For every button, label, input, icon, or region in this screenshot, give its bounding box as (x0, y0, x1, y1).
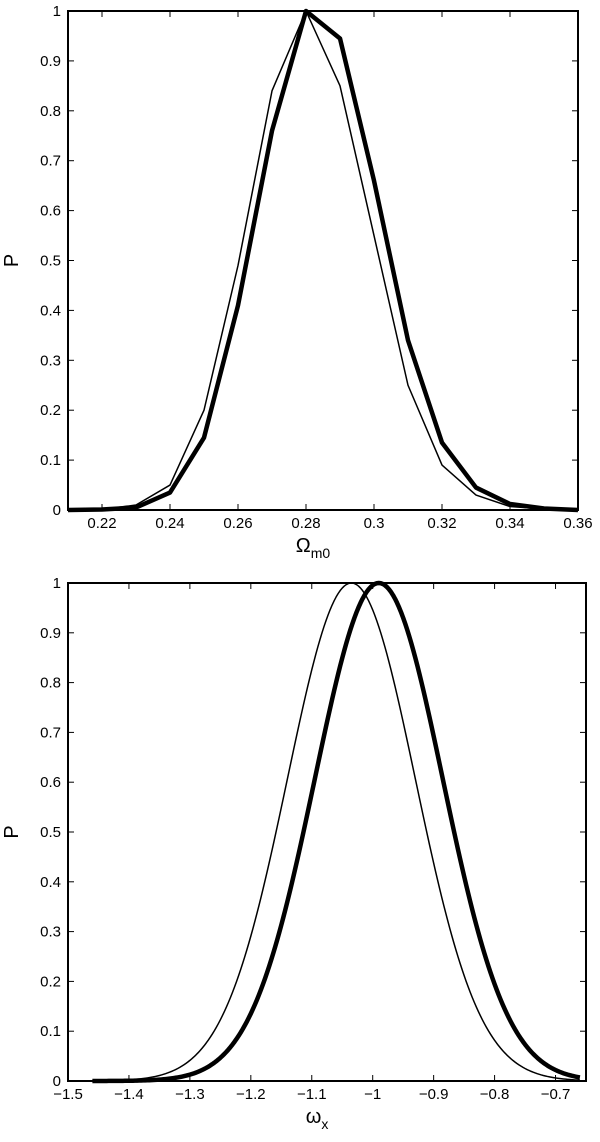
x-tick-label: 0.3 (364, 515, 385, 532)
y-tick-label: 1 (53, 3, 61, 20)
y-tick-label: 0.5 (40, 824, 61, 841)
series-line-thin (92, 582, 580, 1082)
series-line-thick (92, 580, 581, 1084)
y-tick-label: 1 (53, 575, 61, 592)
y-tick-label: 0.2 (40, 973, 61, 990)
y-tick-label: 0.8 (40, 675, 61, 692)
x-tick-label: −1 (364, 1086, 381, 1103)
x-axis-label-main: ω (306, 1106, 322, 1128)
chart-omega-m0: 0.22 0.24 0.26 0.28 0.3 0.32 0.34 0.36 0 0.1 0.2 0.… (1, 3, 593, 561)
x-axis-label: ωx (306, 1106, 329, 1132)
y-tick-label: 0.4 (40, 874, 61, 891)
y-tick-label: 0 (53, 1073, 61, 1090)
plot-frame (67, 582, 587, 1082)
x-axis-label-sub: x (321, 1116, 328, 1132)
x-tick-label: 0.24 (155, 515, 184, 532)
x-tick-label: −1.5 (53, 1086, 83, 1103)
y-tick-label: 0.9 (40, 53, 61, 70)
x-tick-label: 0.28 (291, 515, 320, 532)
y-tick-label: 0.9 (40, 625, 61, 642)
y-tick-label: 0 (53, 502, 61, 519)
y-axis-label: P (1, 825, 23, 838)
y-tick-label: 0.5 (40, 253, 61, 270)
y-tick-label: 0.8 (40, 103, 61, 120)
chart-omega-x-svg: −1.5 −1.4 −1.3 −1.2 −1.1 −1 −0.9 −0.8 −0.7 0 0.1 0.… (1, 575, 587, 1132)
y-tick-label: 0.2 (40, 402, 61, 419)
x-axis-label: Ωm0 (296, 535, 331, 561)
x-tick-label: −0.9 (419, 1086, 449, 1103)
x-tick-label: −1.3 (175, 1086, 205, 1103)
y-tick-label: 0.1 (40, 1023, 61, 1040)
x-tick-label: 0.34 (495, 515, 524, 532)
y-tick-label: 0.6 (40, 203, 61, 220)
x-tick-label: 0.26 (223, 515, 252, 532)
x-tick-label: 0.36 (563, 515, 592, 532)
plot-frame (67, 10, 579, 511)
y-tick-label: 0.4 (40, 302, 61, 319)
chart-omega-x: −1.5 −1.4 −1.3 −1.2 −1.1 −1 −0.9 −0.8 −0.7 0 0.1 0.… (0, 571, 600, 1142)
x-tick-label: −1.1 (297, 1086, 327, 1103)
y-tick-label: 0.3 (40, 924, 61, 941)
x-tick-label: 0.32 (427, 515, 456, 532)
y-tick-label: 0.1 (40, 452, 61, 469)
x-tick-label: −0.7 (541, 1086, 571, 1103)
series-line-thin (67, 10, 579, 511)
x-axis-label-main: Ω (296, 535, 311, 557)
chart-omega-m0-svg: 0.22 0.24 0.26 0.28 0.3 0.32 0.34 0.36 0 0.1 0.2 0.… (1, 3, 593, 561)
x-tick-label: 0.22 (87, 515, 116, 532)
y-axis-label: P (1, 254, 23, 267)
y-tick-label: 0.3 (40, 352, 61, 369)
x-tick-label: −0.8 (480, 1086, 510, 1103)
y-tick-label: 0.7 (40, 153, 61, 170)
x-axis-label-sub: m0 (311, 545, 331, 561)
series-line-thick (67, 8, 579, 513)
y-tick-label: 0.7 (40, 724, 61, 741)
x-tick-label: −1.2 (236, 1086, 266, 1103)
y-tick-label: 0.6 (40, 774, 61, 791)
x-tick-label: −1.4 (114, 1086, 144, 1103)
